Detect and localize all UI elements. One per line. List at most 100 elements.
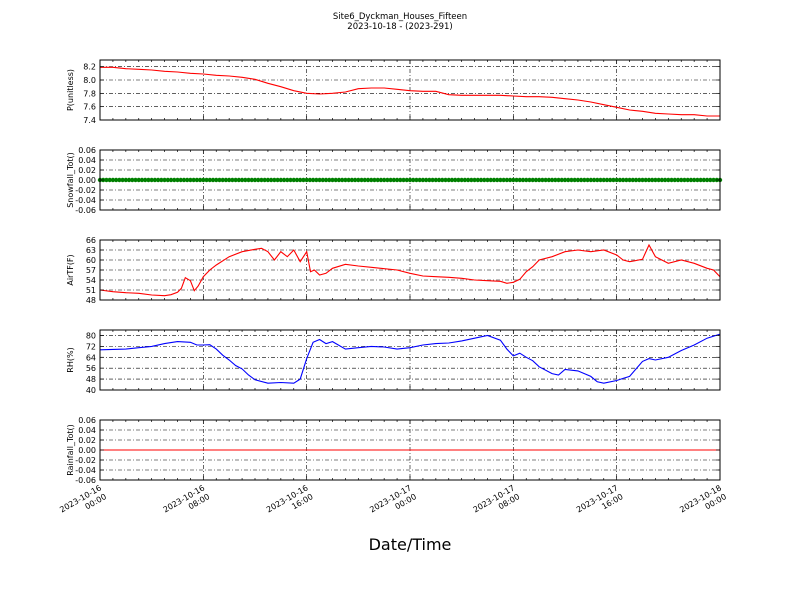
y-tick-label: 40: [86, 386, 96, 395]
data-point: [223, 177, 229, 183]
data-point: [346, 177, 351, 183]
data-point: [582, 177, 587, 183]
data-point: [281, 177, 287, 183]
y-tick-label: 64: [86, 353, 96, 362]
y-tick-label: 0.04: [78, 426, 96, 435]
data-point: [165, 177, 171, 183]
data-point: [343, 177, 348, 183]
data-point: [288, 177, 293, 183]
data-point: [643, 177, 648, 183]
data-point: [436, 177, 442, 183]
data-point: [627, 177, 632, 183]
data-point: [427, 177, 432, 183]
data-point: [533, 177, 539, 183]
data-point: [501, 177, 506, 183]
y-tick-label: 7.4: [83, 116, 96, 125]
y-tick-label: 0.00: [78, 446, 96, 455]
data-point: [243, 177, 248, 183]
data-point: [543, 177, 548, 183]
relative-humidity-y-axis-label: RH(%): [66, 347, 75, 372]
data-point: [188, 177, 193, 183]
data-point: [417, 177, 422, 183]
data-point: [298, 177, 303, 183]
data-point: [265, 177, 271, 183]
data-point: [236, 177, 242, 183]
data-point: [507, 177, 513, 183]
data-point: [388, 177, 393, 183]
data-point: [679, 177, 684, 183]
relative-humidity-series-line: [99, 333, 721, 384]
data-point: [649, 177, 655, 183]
data-point: [310, 177, 316, 183]
data-point: [139, 177, 145, 183]
data-point: [217, 177, 222, 183]
chart-subtitle: 2023-10-18 - (2023-291): [347, 22, 452, 32]
data-point: [646, 177, 652, 183]
y-tick-label: 57: [86, 266, 96, 275]
data-point: [653, 177, 658, 183]
data-point: [323, 177, 329, 183]
data-point: [704, 177, 710, 183]
data-point: [220, 177, 225, 183]
data-point: [320, 177, 326, 183]
y-tick-label: 66: [86, 236, 96, 245]
data-point: [608, 177, 613, 183]
data-point: [372, 177, 377, 183]
y-tick-label: -0.06: [75, 476, 96, 485]
data-point: [359, 177, 364, 183]
data-point: [440, 177, 445, 183]
y-tick-label: 51: [86, 286, 96, 295]
data-point: [420, 177, 426, 183]
y-tick-label: -0.04: [75, 196, 96, 205]
data-point: [149, 177, 154, 183]
data-point: [511, 177, 516, 183]
data-point: [152, 177, 158, 183]
data-point: [317, 177, 322, 183]
chart-title: Site6_Dyckman_Houses_Fifteen: [333, 12, 467, 22]
data-point: [585, 177, 590, 183]
y-tick-label: -0.02: [75, 186, 96, 195]
snowfall-y-axis-label: Snowfall_Tot(): [66, 152, 75, 208]
x-axis-label: Date/Time: [369, 535, 452, 554]
data-point: [414, 177, 419, 183]
data-point: [536, 177, 542, 183]
data-point: [708, 177, 713, 183]
data-point: [352, 177, 358, 183]
data-point: [465, 177, 471, 183]
air-temperature-y-axis-label: AirTF(F): [66, 254, 75, 285]
data-point: [404, 177, 409, 183]
data-point: [330, 177, 335, 183]
data-point: [595, 177, 600, 183]
snowfall-points: [97, 177, 723, 183]
data-point: [546, 177, 552, 183]
data-point: [285, 177, 290, 183]
data-point: [698, 177, 703, 183]
data-point: [304, 177, 309, 183]
data-point: [249, 177, 254, 183]
y-tick-label: 72: [86, 342, 96, 351]
data-point: [633, 177, 639, 183]
data-point: [514, 177, 519, 183]
data-point: [375, 177, 380, 183]
rainfall-y-axis-label: Rainfall_Tot(): [66, 424, 75, 476]
data-point: [155, 177, 161, 183]
data-point: [411, 177, 416, 183]
data-point: [449, 177, 455, 183]
data-point: [126, 177, 132, 183]
data-point: [659, 177, 665, 183]
data-point: [407, 177, 413, 183]
data-point: [620, 177, 626, 183]
data-point: [394, 177, 400, 183]
data-point: [504, 177, 510, 183]
data-point: [601, 177, 606, 183]
data-point: [339, 177, 345, 183]
data-point: [369, 177, 374, 183]
data-point: [291, 177, 296, 183]
data-point: [517, 177, 522, 183]
data-point: [246, 177, 251, 183]
